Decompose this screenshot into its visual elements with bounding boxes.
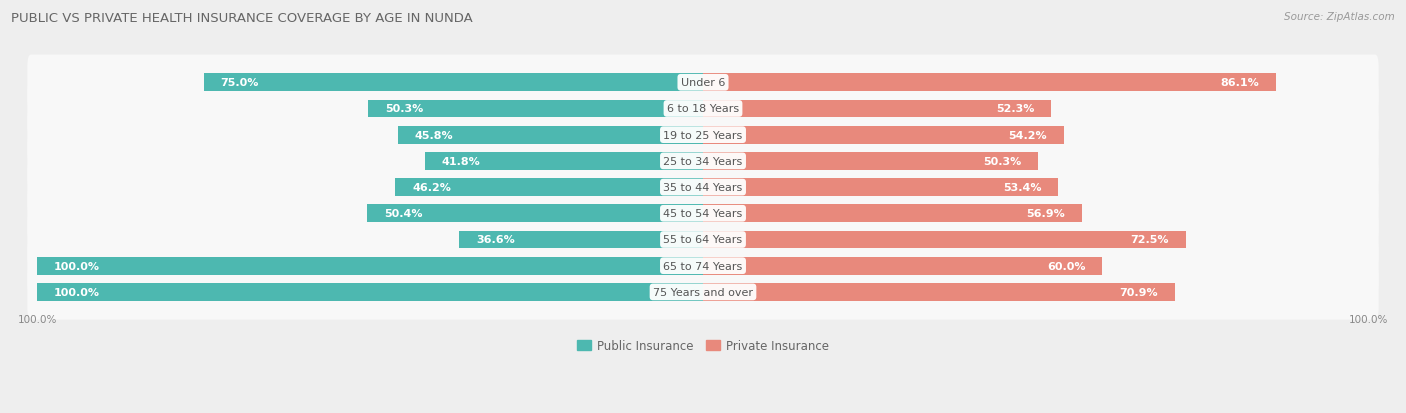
- FancyBboxPatch shape: [27, 108, 1379, 163]
- Bar: [368, 100, 703, 118]
- FancyBboxPatch shape: [27, 212, 1379, 268]
- Text: 55 to 64 Years: 55 to 64 Years: [664, 235, 742, 245]
- Text: 56.9%: 56.9%: [1026, 209, 1066, 219]
- Text: 25 to 34 Years: 25 to 34 Years: [664, 157, 742, 166]
- Bar: [703, 283, 1175, 301]
- FancyBboxPatch shape: [27, 55, 1379, 111]
- Text: 46.2%: 46.2%: [412, 183, 451, 192]
- Bar: [703, 126, 1064, 144]
- Bar: [38, 257, 703, 275]
- Text: 36.6%: 36.6%: [477, 235, 515, 245]
- Bar: [425, 152, 703, 171]
- Text: 75 Years and over: 75 Years and over: [652, 287, 754, 297]
- Text: 70.9%: 70.9%: [1119, 287, 1159, 297]
- Text: 53.4%: 53.4%: [1004, 183, 1042, 192]
- Bar: [703, 152, 1038, 171]
- Text: 65 to 74 Years: 65 to 74 Years: [664, 261, 742, 271]
- Text: Under 6: Under 6: [681, 78, 725, 88]
- Text: Source: ZipAtlas.com: Source: ZipAtlas.com: [1284, 12, 1395, 22]
- Bar: [398, 126, 703, 144]
- FancyBboxPatch shape: [27, 134, 1379, 189]
- Bar: [38, 283, 703, 301]
- Bar: [367, 205, 703, 223]
- Legend: Public Insurance, Private Insurance: Public Insurance, Private Insurance: [572, 335, 834, 357]
- Text: 50.4%: 50.4%: [384, 209, 423, 219]
- Text: 6 to 18 Years: 6 to 18 Years: [666, 104, 740, 114]
- Text: 19 to 25 Years: 19 to 25 Years: [664, 131, 742, 140]
- Bar: [703, 74, 1277, 92]
- Bar: [703, 205, 1081, 223]
- Text: 50.3%: 50.3%: [983, 157, 1021, 166]
- Text: 100.0%: 100.0%: [53, 287, 100, 297]
- Bar: [395, 179, 703, 197]
- FancyBboxPatch shape: [27, 238, 1379, 294]
- FancyBboxPatch shape: [27, 265, 1379, 320]
- Text: 72.5%: 72.5%: [1130, 235, 1168, 245]
- Text: 50.3%: 50.3%: [385, 104, 423, 114]
- FancyBboxPatch shape: [27, 81, 1379, 137]
- Text: 41.8%: 41.8%: [441, 157, 479, 166]
- Bar: [703, 231, 1185, 249]
- Bar: [703, 179, 1059, 197]
- FancyBboxPatch shape: [27, 186, 1379, 242]
- Text: PUBLIC VS PRIVATE HEALTH INSURANCE COVERAGE BY AGE IN NUNDA: PUBLIC VS PRIVATE HEALTH INSURANCE COVER…: [11, 12, 472, 25]
- Text: 45.8%: 45.8%: [415, 131, 453, 140]
- FancyBboxPatch shape: [27, 160, 1379, 215]
- Text: 52.3%: 52.3%: [995, 104, 1035, 114]
- Text: 75.0%: 75.0%: [221, 78, 259, 88]
- Text: 45 to 54 Years: 45 to 54 Years: [664, 209, 742, 219]
- Text: 100.0%: 100.0%: [53, 261, 100, 271]
- Bar: [204, 74, 703, 92]
- Bar: [703, 257, 1102, 275]
- Bar: [460, 231, 703, 249]
- Bar: [703, 100, 1052, 118]
- Text: 54.2%: 54.2%: [1008, 131, 1047, 140]
- Text: 86.1%: 86.1%: [1220, 78, 1260, 88]
- Text: 35 to 44 Years: 35 to 44 Years: [664, 183, 742, 192]
- Text: 60.0%: 60.0%: [1047, 261, 1085, 271]
